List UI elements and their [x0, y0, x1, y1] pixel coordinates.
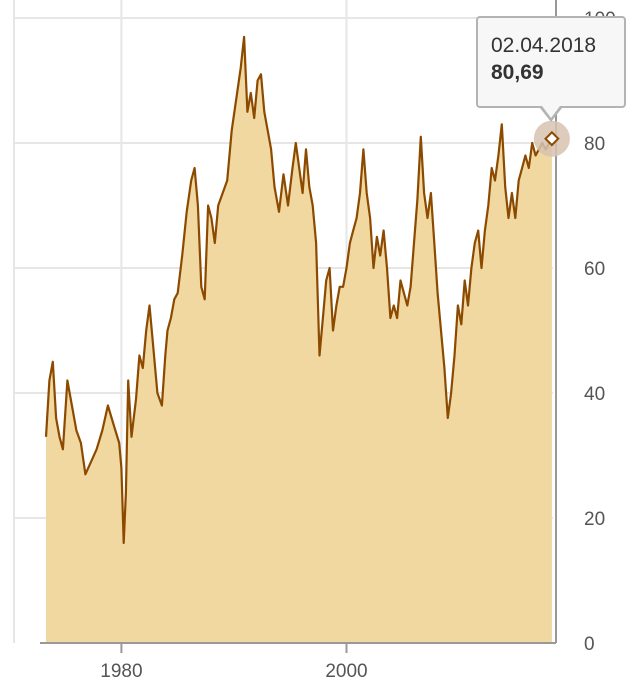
hover-point-marker[interactable]: [544, 130, 560, 147]
series-line: [44, 35, 553, 545]
series-area-fill: [46, 36, 552, 644]
tooltip-value: 80,69: [491, 61, 544, 84]
tooltip: 02.04.2018 80,69: [476, 16, 626, 108]
y-tick-label-20: 20: [584, 509, 605, 530]
x-tick-label-1980: 1980: [100, 661, 142, 682]
y-tick-label-40: 40: [584, 384, 605, 405]
y-tick-label-60: 60: [584, 259, 605, 280]
hover-marker-layer[interactable]: [533, 120, 570, 157]
x-axis-ticks: 1980 2000: [100, 643, 368, 682]
y-tick-label-0: 0: [584, 634, 595, 655]
area-layer: [44, 35, 553, 644]
tooltip-date: 02.04.2018: [491, 34, 597, 57]
tooltip-pointer-fill: [542, 106, 560, 118]
x-tick-label-2000: 2000: [325, 661, 367, 682]
y-tick-label-80: 80: [584, 134, 605, 155]
